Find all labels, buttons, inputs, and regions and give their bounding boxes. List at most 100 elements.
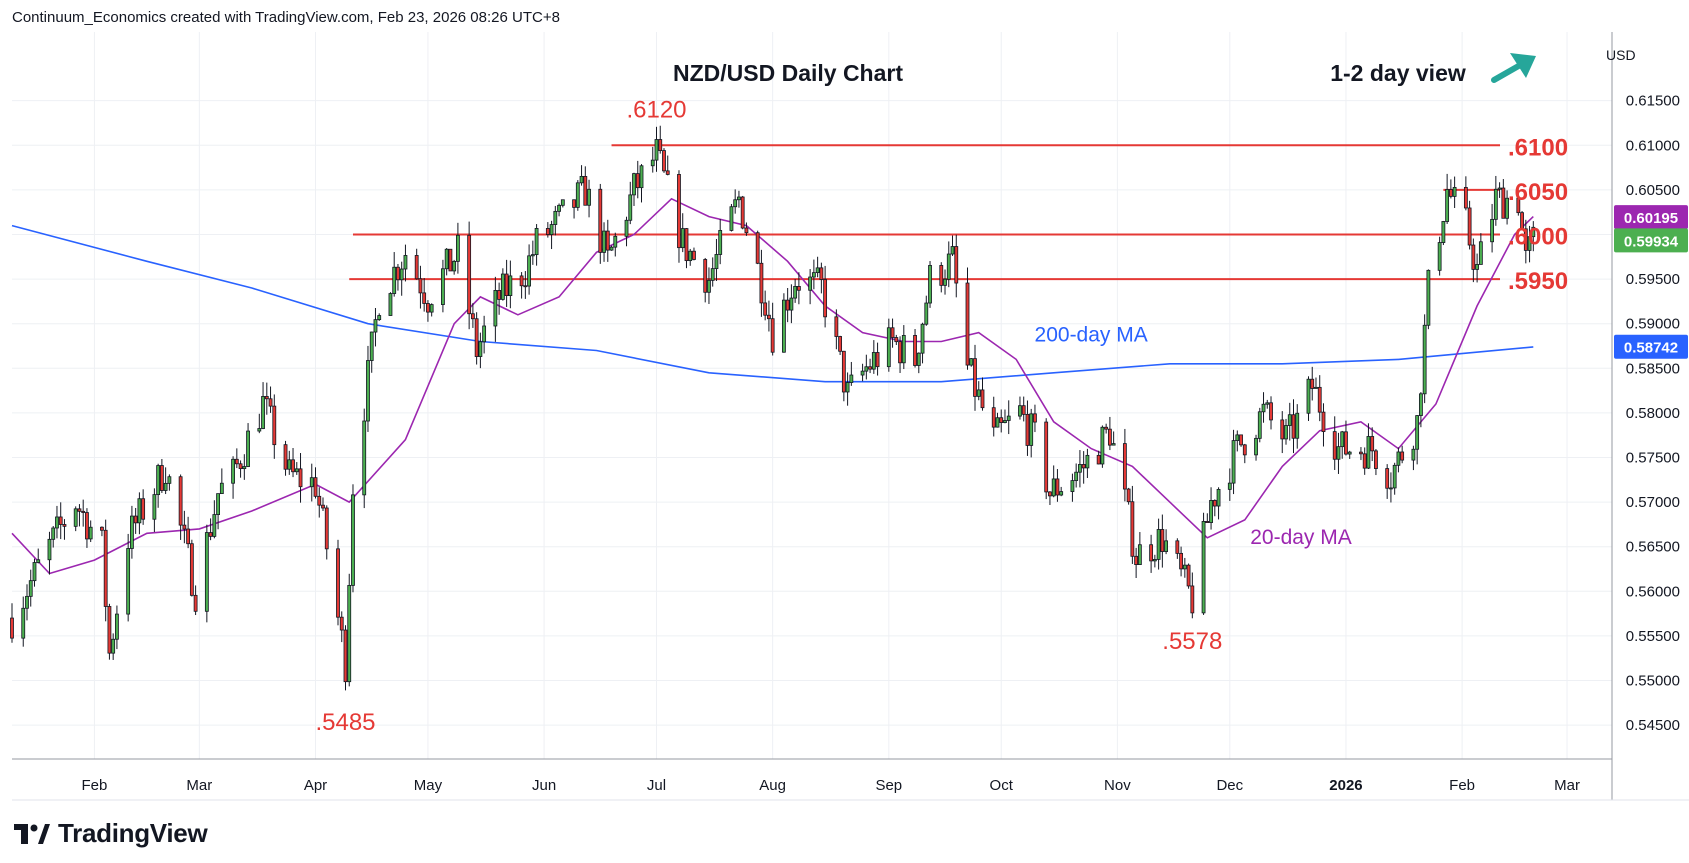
candle: [1347, 450, 1352, 459]
candle-body: [403, 255, 408, 270]
candle: [1374, 448, 1378, 476]
candle-body: [474, 318, 479, 357]
candle: [886, 318, 891, 372]
candle: [864, 354, 869, 380]
candle-body: [1122, 443, 1127, 490]
candle: [441, 259, 445, 313]
candle: [58, 502, 63, 540]
candle: [811, 259, 816, 290]
candle: [557, 203, 561, 217]
ma-series-label: 200-day MA: [1035, 324, 1148, 347]
candle: [1269, 396, 1273, 430]
candle: [1467, 200, 1472, 250]
candle-body: [1100, 426, 1105, 465]
candle-body: [261, 396, 265, 429]
candle-body: [470, 313, 475, 320]
x-tick-label: Nov: [1104, 777, 1131, 794]
candle: [452, 259, 457, 275]
candle: [1493, 175, 1498, 226]
candle-body: [868, 366, 872, 370]
level-label: .5950: [1508, 268, 1568, 295]
candle-body: [1006, 415, 1011, 421]
candle-body: [321, 504, 325, 509]
chart-grid: [12, 32, 1612, 759]
x-tick-label: Dec: [1216, 777, 1243, 794]
candle: [677, 170, 681, 263]
candle-body: [219, 482, 224, 495]
candle-body: [785, 299, 790, 311]
candle: [1164, 529, 1168, 555]
candle: [583, 166, 588, 206]
candle-body: [317, 495, 322, 506]
candle-body: [25, 595, 29, 609]
candle: [999, 409, 1004, 433]
candle: [1239, 434, 1243, 447]
candle: [264, 382, 269, 415]
candle-body: [1205, 521, 1210, 523]
candle-body: [737, 196, 741, 201]
candle-body: [133, 515, 138, 524]
price-label: 0.60195: [1614, 205, 1688, 230]
candle: [838, 335, 843, 355]
candle: [658, 125, 663, 154]
candle-body: [186, 528, 191, 545]
x-tick-label: Aug: [759, 777, 786, 794]
candle: [560, 199, 565, 208]
candle: [1306, 376, 1311, 421]
candle-body: [1475, 264, 1480, 270]
candle-body: [1362, 453, 1367, 469]
candle: [493, 276, 498, 342]
candle-body: [654, 139, 659, 161]
candle-body: [1523, 228, 1528, 251]
candle: [740, 195, 745, 230]
candle-body: [1497, 187, 1502, 190]
candle: [530, 240, 535, 265]
candle: [373, 308, 378, 347]
candle-body: [733, 199, 738, 208]
candle: [834, 309, 839, 350]
candle-body: [572, 199, 576, 208]
candle: [624, 216, 629, 247]
candle-body: [658, 139, 663, 151]
candle-body: [1107, 428, 1112, 446]
candle: [1490, 203, 1494, 253]
candle: [808, 269, 813, 305]
candle-body: [1426, 269, 1431, 326]
candle: [268, 386, 273, 413]
candle-body: [740, 196, 745, 229]
candle: [609, 245, 614, 251]
candle: [115, 605, 119, 650]
candle: [1422, 314, 1427, 404]
candle: [272, 394, 277, 459]
candle: [182, 510, 187, 544]
candle-body: [193, 594, 198, 612]
candle-body: [369, 331, 374, 361]
candle-body: [1291, 414, 1296, 439]
candle-body: [167, 476, 172, 484]
x-tick-label: Jul: [647, 777, 666, 794]
candle: [575, 180, 580, 211]
candle: [369, 331, 374, 373]
candle-body: [159, 465, 164, 491]
candle: [1044, 418, 1049, 500]
candle: [1152, 554, 1157, 568]
candle-body: [916, 352, 921, 366]
candle: [628, 181, 633, 225]
candle-body: [231, 458, 235, 484]
candle: [991, 396, 996, 437]
candle-body: [1527, 236, 1532, 251]
candle: [946, 241, 951, 288]
candle: [781, 293, 786, 353]
candle-body: [632, 173, 636, 196]
y-tick-label: 0.61500: [1626, 93, 1680, 110]
candle: [527, 244, 531, 295]
candle-body: [718, 230, 723, 255]
candle-body: [969, 358, 974, 366]
x-tick-label: Mar: [186, 777, 212, 794]
candle-body: [1059, 491, 1064, 496]
candle-body: [1261, 403, 1266, 413]
candle: [291, 448, 295, 478]
candle: [871, 340, 876, 374]
candle-body: [291, 459, 295, 473]
